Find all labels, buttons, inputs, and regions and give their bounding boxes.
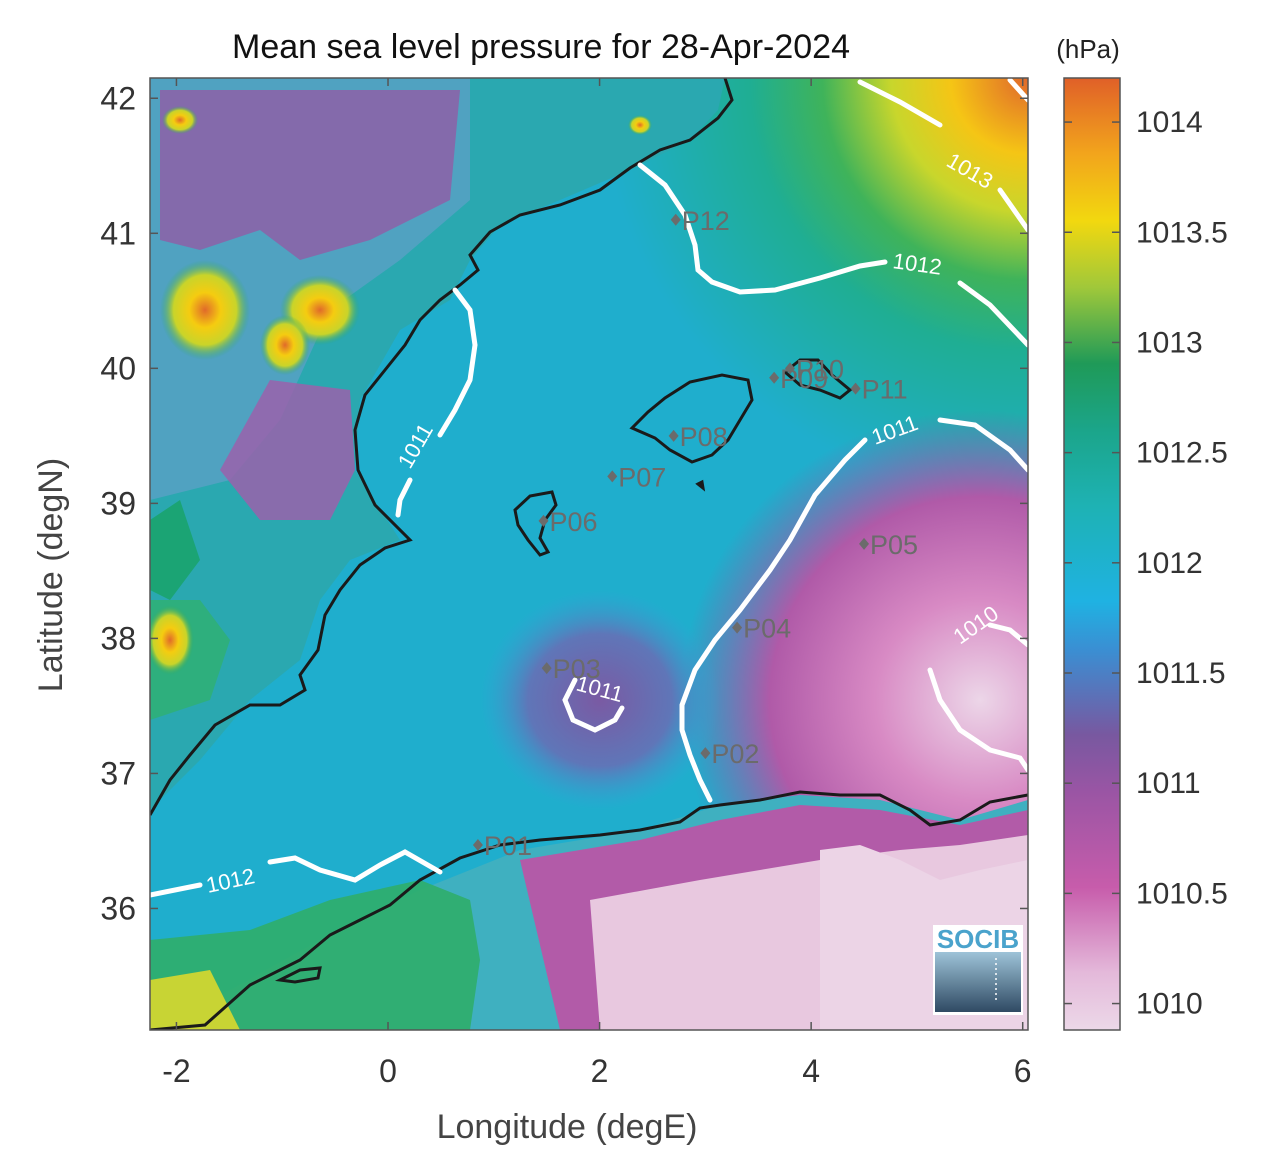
station-label: P12	[682, 206, 730, 236]
colorbar-tick-label: 1013	[1136, 326, 1203, 359]
station-label: P04	[743, 614, 791, 644]
colorbar-tick-label: 1010	[1136, 988, 1203, 1021]
station-marker-icon	[784, 362, 795, 375]
y-tick-label: 39	[100, 485, 136, 521]
x-tick-label: -2	[162, 1053, 190, 1089]
station-p11[interactable]: P11	[850, 375, 908, 405]
map-title: Mean sea level pressure for 28-Apr-2024	[232, 28, 850, 66]
y-tick-label: 42	[100, 80, 136, 116]
y-axis-label: Latitude (degN)	[32, 458, 70, 692]
station-marker-icon	[538, 514, 549, 527]
station-label: P03	[553, 654, 601, 684]
station-marker-icon	[769, 371, 780, 384]
station-label: P07	[618, 462, 666, 492]
colorbar-unit: (hPa)	[1056, 34, 1120, 64]
station-label: P08	[680, 422, 728, 452]
colorbar: (hPa) 1010 1010.5 1011 1011.5 1012 1012.5 1013…	[1056, 34, 1228, 1031]
station-marker-icon	[700, 747, 711, 760]
station-p02[interactable]: P02	[700, 739, 759, 769]
station-label: P10	[796, 354, 844, 384]
y-tick-label: 37	[100, 755, 136, 791]
plot-frame	[149, 77, 1029, 1031]
x-tick-label: 2	[591, 1053, 609, 1089]
station-p08[interactable]: P08	[668, 422, 728, 452]
y-tick-label: 41	[100, 215, 136, 251]
x-tick-label: 0	[379, 1053, 397, 1089]
station-label: P05	[870, 530, 918, 560]
coastline	[150, 78, 1028, 1030]
y-tick-label: 36	[100, 890, 136, 926]
x-tick-label: 4	[802, 1053, 820, 1089]
station-p03[interactable]: P03	[541, 654, 601, 684]
station-p07[interactable]: P07	[607, 462, 666, 492]
y-axis: 36 37 38 39 40 41 42	[100, 80, 1028, 926]
station-p05[interactable]: P05	[859, 530, 918, 560]
station-marker-icon	[668, 429, 679, 442]
x-axis-label: Longitude (degE)	[437, 1108, 698, 1146]
isobar-contours	[150, 78, 1028, 898]
station-marker-icon	[732, 621, 743, 634]
colorbar-tick-label: 1011.5	[1136, 657, 1226, 690]
station-label: P02	[711, 739, 759, 769]
x-axis: -2 0 2 4 6	[162, 78, 1032, 1089]
station-marker-icon	[607, 470, 618, 483]
station-p12[interactable]: P12	[670, 206, 730, 236]
colorbar-tick-label: 1014	[1136, 106, 1203, 139]
y-tick-label: 38	[100, 620, 136, 656]
station-p10[interactable]: P10	[784, 354, 844, 384]
y-tick-label: 40	[100, 350, 136, 386]
station-marker-icon	[670, 213, 681, 226]
station-label: P01	[484, 831, 532, 861]
pressure-field	[150, 78, 1028, 1030]
colorbar-scale	[1063, 77, 1121, 1031]
station-label: P06	[550, 507, 598, 537]
station-p01[interactable]: P01	[472, 831, 532, 861]
station-marker-icon	[541, 662, 552, 675]
station-label: P11	[862, 375, 908, 405]
colorbar-tick-label: 1011	[1136, 767, 1201, 800]
colorbar-ticks: 1010 1010.5 1011 1011.5 1012 1012.5 1013 1013.5…	[1064, 106, 1228, 1021]
colorbar-tick-label: 1012	[1136, 547, 1203, 580]
station-p04[interactable]: P04	[732, 614, 791, 644]
station-marker-icon	[859, 537, 870, 550]
socib-logo: SOCIB	[933, 924, 1023, 1015]
x-tick-label: 6	[1014, 1053, 1032, 1089]
logo-text: SOCIB	[937, 924, 1019, 954]
colorbar-tick-label: 1012.5	[1136, 437, 1228, 470]
colorbar-tick-label: 1010.5	[1136, 877, 1228, 910]
station-marker-icon	[850, 382, 861, 395]
colorbar-tick-label: 1013.5	[1136, 216, 1228, 249]
station-marker-icon	[472, 839, 483, 852]
station-p06[interactable]: P06	[538, 507, 598, 537]
